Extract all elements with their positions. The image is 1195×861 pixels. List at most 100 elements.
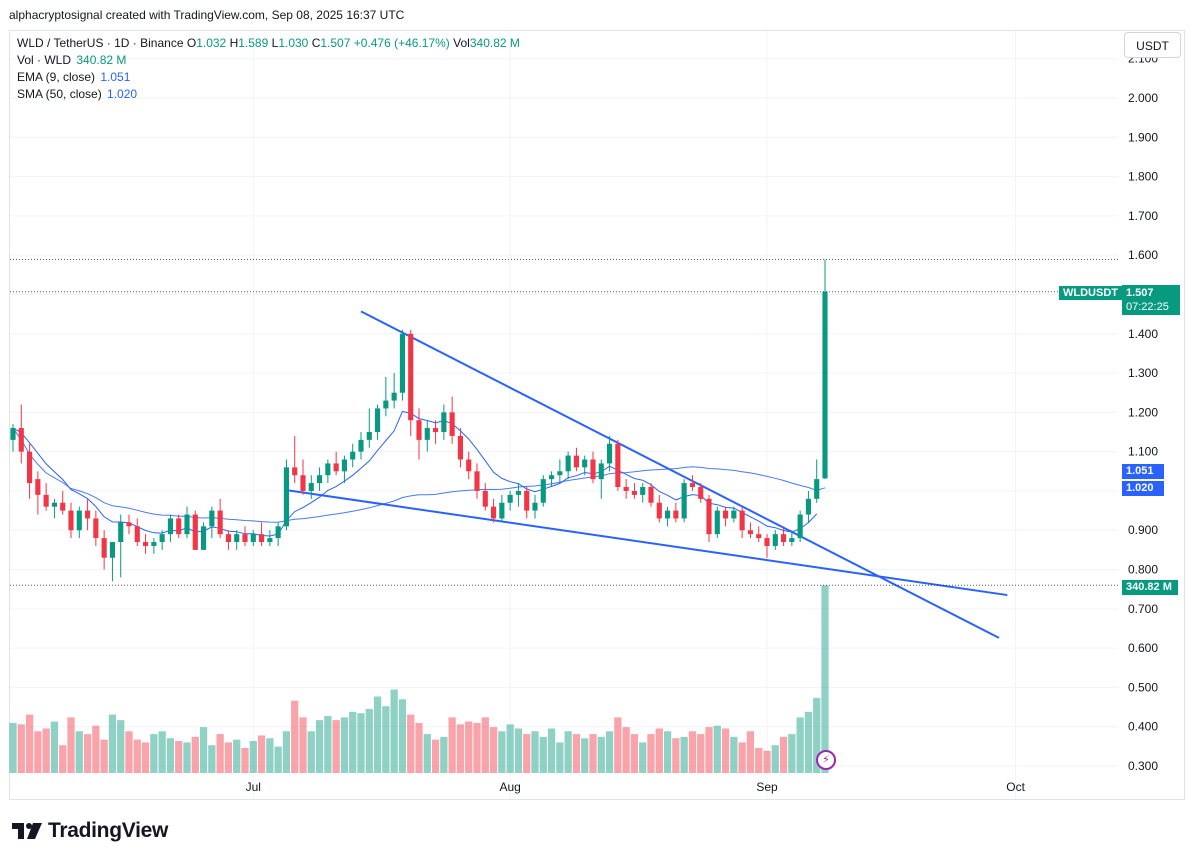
candle-up [789, 530, 795, 546]
candle-body [689, 483, 695, 488]
upper-trendline [360, 310, 1000, 639]
volume-bar [572, 734, 581, 773]
volume-bar [564, 731, 572, 773]
price-tick-label: 1.900 [1128, 130, 1158, 144]
volume-bar [431, 739, 440, 773]
candle-up [805, 490, 811, 523]
candle-up [772, 530, 778, 550]
volume-bar [291, 700, 299, 773]
volume-bar [208, 745, 216, 773]
volume-bar [473, 722, 481, 773]
volume-bar [639, 742, 647, 773]
price-tick-label: 0.600 [1128, 641, 1158, 655]
volume-bar [465, 721, 473, 773]
legend-sma-row[interactable]: SMA (50, close) 1.020 [17, 86, 520, 103]
volume-bar [183, 742, 191, 773]
candle-up [234, 530, 240, 550]
volume-bar [531, 731, 539, 773]
chart-caption: alphacryptosignal created with TradingVi… [9, 8, 405, 22]
candle-down [482, 483, 488, 511]
candle-down [60, 490, 66, 515]
volume-bar [398, 699, 407, 773]
candle-down [781, 526, 787, 546]
candle-up [317, 467, 323, 491]
volume-bar [191, 736, 199, 773]
candle-body [772, 534, 778, 546]
candle-up [209, 506, 215, 539]
tradingview-logo[interactable]: TradingView [12, 819, 168, 843]
candle-body [143, 542, 149, 546]
candle-body [623, 487, 629, 491]
candle-up [557, 459, 563, 484]
candle-down [756, 526, 762, 543]
volume-bar [655, 728, 663, 773]
symbol-label[interactable]: WLD / TetherUS · 1D · Binance [17, 36, 184, 50]
time-axis: Jul Aug Sep Oct [246, 780, 1026, 794]
tradingview-logo-icon [12, 823, 42, 839]
candle-body [499, 502, 505, 519]
price-tick-label: 1.400 [1128, 327, 1158, 341]
candle-up [391, 373, 397, 409]
candle-body [101, 538, 107, 558]
legend: WLD / TetherUS · 1D · Binance O1.032 H1.… [17, 35, 520, 103]
candle-body [764, 538, 770, 546]
open-label: O [186, 36, 197, 50]
candle-body [35, 479, 41, 495]
candle-body [665, 510, 671, 519]
candle-body [706, 498, 712, 535]
candle-down [27, 443, 33, 499]
volume-bar [597, 736, 605, 773]
candle-body [747, 530, 753, 535]
currency-button[interactable]: USDT [1124, 32, 1181, 58]
lightning-icon[interactable]: ⚡ [816, 750, 836, 770]
price-axis: 0.3000.4000.5000.6000.7000.8000.9001.000… [1128, 52, 1158, 773]
candle-body [341, 459, 347, 472]
candle-up [399, 329, 405, 401]
volume-bar [713, 725, 721, 773]
candle-down [689, 475, 695, 491]
candle-body [325, 463, 331, 476]
candle-up [76, 506, 82, 539]
volume-bar [456, 724, 465, 773]
candle-down [698, 483, 704, 503]
candle-body [10, 428, 16, 440]
price-tick-label: 0.500 [1128, 680, 1158, 694]
candle-down [18, 404, 24, 464]
candle-body [250, 534, 256, 543]
candle-body [615, 443, 621, 488]
volume-bar [175, 741, 183, 773]
candle-body [317, 475, 323, 484]
legend-ema-row[interactable]: EMA (9, close) 1.051 [17, 69, 520, 86]
candle-up [184, 506, 190, 539]
candle-body [391, 392, 397, 401]
candle-body [449, 412, 455, 436]
volume-indicator-value: 340.82 M [76, 53, 127, 67]
candle-up [681, 479, 687, 523]
candle-body [524, 490, 530, 511]
candle-body [557, 471, 563, 476]
volume-bar [340, 717, 349, 773]
candle-body [292, 467, 298, 476]
volume-bar [224, 742, 233, 773]
candle-body [805, 498, 811, 515]
candle-up [424, 420, 430, 452]
candle-up [201, 522, 207, 550]
volume-bar [249, 741, 257, 773]
candle-down [242, 526, 248, 546]
candle-body [134, 526, 140, 543]
volume-bar [257, 735, 266, 773]
candle-body [573, 455, 579, 468]
vol-value: 340.82 M [469, 36, 520, 50]
legend-volume-row[interactable]: Vol · WLD 340.82 M [17, 52, 520, 69]
volume-bar [241, 747, 249, 773]
ema-tag: 1.051 [1122, 464, 1164, 479]
candle-down [466, 451, 472, 480]
legend-symbol-row: WLD / TetherUS · 1D · Binance O1.032 H1.… [17, 35, 520, 52]
ema-line [12, 410, 818, 537]
candle-body [714, 510, 720, 535]
candle-body [217, 510, 223, 535]
volume-bar [199, 727, 208, 773]
candle-body [358, 439, 364, 452]
ema-value: 1.051 [100, 70, 131, 84]
